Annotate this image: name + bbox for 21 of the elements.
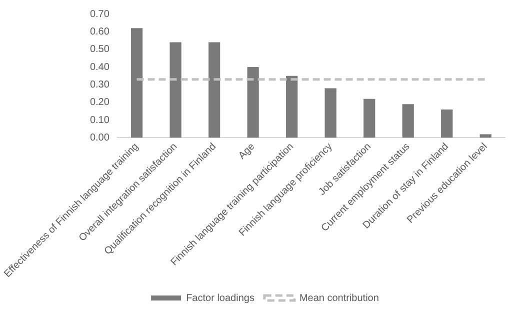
y-tick-label: 0.60 bbox=[90, 26, 110, 38]
bar bbox=[286, 76, 298, 138]
bar bbox=[441, 109, 453, 138]
bar bbox=[170, 42, 182, 138]
x-tick-label: Age bbox=[236, 140, 258, 162]
y-tick-label: 0.40 bbox=[90, 62, 110, 73]
bar bbox=[130, 28, 143, 138]
y-tick-label: 0.50 bbox=[90, 44, 110, 56]
bar bbox=[324, 88, 336, 138]
legend-label: Mean contribution bbox=[299, 292, 379, 304]
bar bbox=[480, 134, 492, 138]
y-tick-label: 0.20 bbox=[90, 97, 110, 108]
y-tick-label: 0.10 bbox=[90, 114, 110, 126]
legend-label: Factor loadings bbox=[186, 292, 254, 304]
bar bbox=[402, 104, 414, 138]
bar bbox=[247, 67, 259, 138]
y-tick-label: 0.00 bbox=[90, 132, 110, 144]
bar bbox=[364, 98, 376, 138]
y-tick-label: 0.70 bbox=[90, 8, 110, 20]
bar bbox=[208, 42, 220, 138]
y-tick-label: 0.30 bbox=[90, 79, 110, 90]
